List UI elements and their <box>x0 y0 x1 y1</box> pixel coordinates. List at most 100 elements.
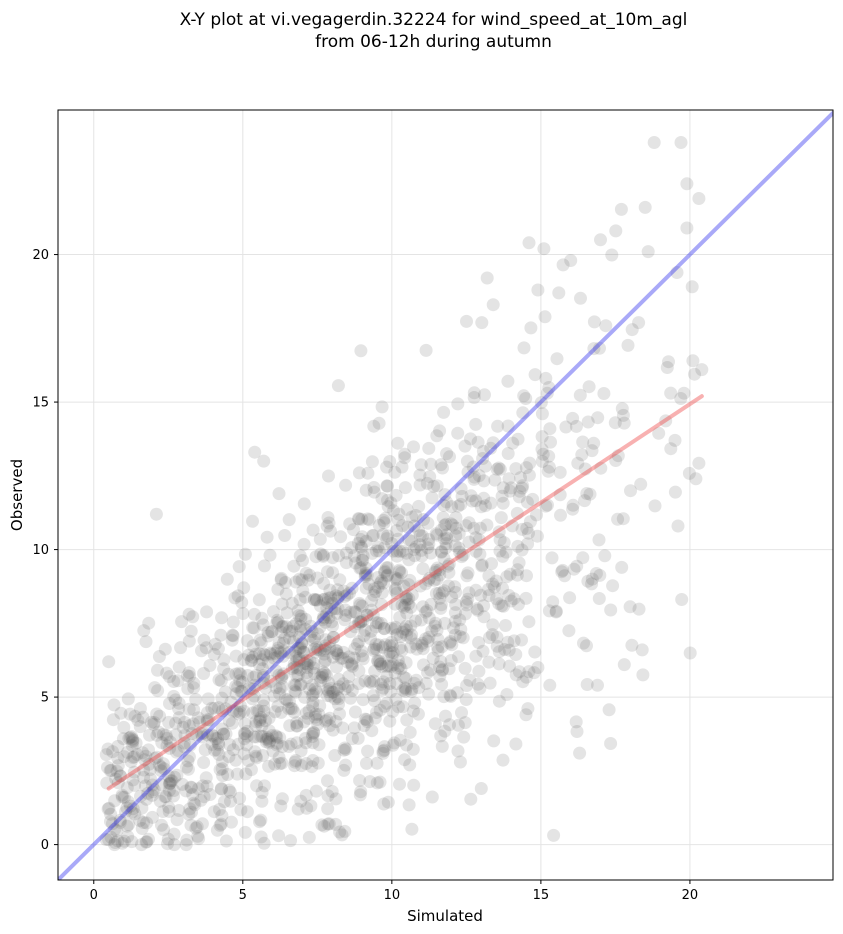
data-point <box>516 406 530 420</box>
data-point <box>443 718 456 732</box>
data-point <box>262 736 276 750</box>
data-point <box>458 607 472 621</box>
data-point <box>321 683 334 696</box>
data-point <box>246 682 260 696</box>
data-point <box>621 338 635 352</box>
data-point <box>222 783 236 797</box>
data-point <box>199 641 213 655</box>
data-point <box>320 519 334 533</box>
data-point <box>350 637 364 651</box>
data-point <box>140 816 154 830</box>
data-point <box>464 792 478 806</box>
data-point <box>549 605 563 619</box>
y-tick-label: 10 <box>32 543 49 558</box>
data-point <box>180 669 194 683</box>
data-point <box>440 528 454 542</box>
data-point <box>125 730 139 744</box>
data-point <box>272 487 286 501</box>
data-point <box>207 647 221 661</box>
data-point <box>320 668 333 682</box>
data-point <box>390 524 404 538</box>
data-point <box>385 537 399 550</box>
data-point <box>129 736 143 750</box>
data-point <box>274 799 288 813</box>
data-point <box>578 494 592 508</box>
data-point <box>486 618 500 632</box>
data-point <box>263 646 277 660</box>
data-point <box>250 779 264 793</box>
data-point <box>104 815 117 828</box>
data-point <box>476 452 490 465</box>
data-point <box>295 573 309 587</box>
data-point <box>290 719 304 733</box>
data-point <box>216 769 230 783</box>
data-point <box>475 559 489 573</box>
data-point <box>293 630 306 644</box>
data-point <box>474 500 488 514</box>
data-point <box>203 659 217 672</box>
data-point <box>473 547 487 561</box>
data-point <box>290 719 304 733</box>
data-point <box>338 824 352 838</box>
data-point <box>326 650 340 664</box>
data-point <box>328 749 342 762</box>
data-point <box>352 512 366 525</box>
data-point <box>408 696 422 710</box>
data-point <box>226 628 239 642</box>
data-point <box>117 790 131 804</box>
data-point <box>256 729 269 743</box>
data-point <box>370 706 383 719</box>
data-point <box>591 678 604 692</box>
data-point <box>170 768 184 782</box>
data-point <box>296 584 310 598</box>
data-point <box>257 454 271 468</box>
data-point <box>213 818 227 832</box>
data-point <box>293 619 307 633</box>
data-point <box>157 727 170 741</box>
data-point <box>492 694 506 708</box>
data-point <box>177 740 191 754</box>
data-point <box>347 651 361 665</box>
data-point <box>404 619 418 633</box>
data-point <box>477 474 491 488</box>
data-point <box>257 676 271 690</box>
data-point <box>589 567 603 580</box>
data-point <box>269 729 283 743</box>
data-point <box>421 666 435 680</box>
data-point <box>559 420 573 434</box>
data-point <box>407 543 421 556</box>
data-point <box>378 699 392 713</box>
data-point <box>233 791 247 805</box>
data-point <box>255 611 269 625</box>
data-point <box>246 639 260 653</box>
data-point <box>139 792 153 806</box>
data-point <box>275 620 289 634</box>
data-point <box>357 629 371 643</box>
data-point <box>282 646 296 659</box>
data-point <box>162 777 176 791</box>
data-point <box>167 838 181 852</box>
data-point <box>388 583 402 597</box>
data-point <box>187 681 201 695</box>
data-point <box>360 713 373 727</box>
data-point <box>393 733 407 747</box>
data-point <box>310 713 324 727</box>
data-point <box>683 646 697 660</box>
data-point <box>238 717 252 731</box>
data-point <box>224 695 238 709</box>
data-point <box>101 802 115 816</box>
data-point <box>160 731 174 745</box>
data-point <box>403 758 417 772</box>
data-point <box>341 679 355 693</box>
data-point <box>581 415 595 429</box>
data-point <box>295 759 308 773</box>
data-point <box>143 763 157 777</box>
data-point <box>319 653 332 667</box>
data-point <box>677 386 691 400</box>
data-point <box>312 738 326 752</box>
data-point <box>232 666 246 680</box>
data-point <box>553 465 567 479</box>
data-point <box>120 781 134 795</box>
data-point <box>451 718 465 732</box>
data-point <box>527 666 541 680</box>
